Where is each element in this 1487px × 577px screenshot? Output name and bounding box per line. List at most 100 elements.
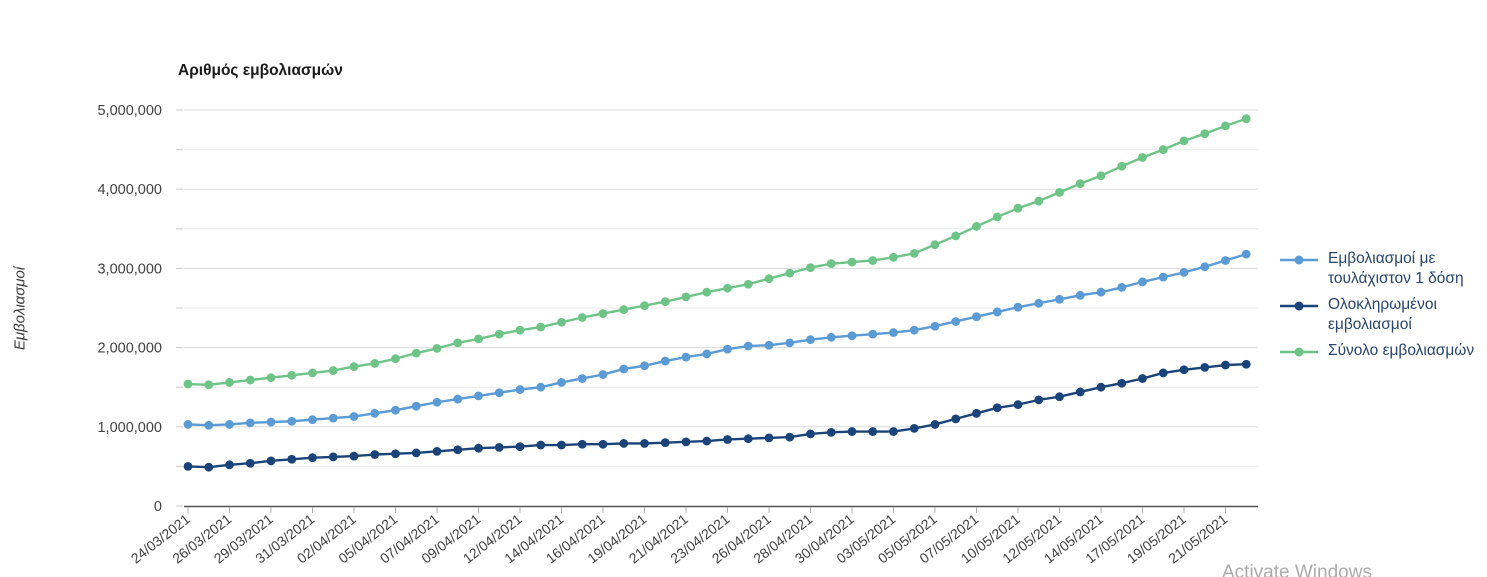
data-point-completed[interactable] bbox=[681, 437, 691, 447]
data-point-total[interactable] bbox=[806, 263, 815, 273]
data-point-at_least_one_dose[interactable] bbox=[640, 361, 649, 371]
data-point-at_least_one_dose[interactable] bbox=[743, 341, 753, 351]
data-point-at_least_one_dose[interactable] bbox=[1138, 277, 1147, 287]
data-point-total[interactable] bbox=[287, 370, 297, 380]
data-point-completed[interactable] bbox=[432, 446, 442, 456]
data-point-completed[interactable] bbox=[1241, 359, 1251, 369]
data-point-completed[interactable] bbox=[909, 423, 919, 433]
data-point-completed[interactable] bbox=[494, 442, 504, 452]
data-point-total[interactable] bbox=[909, 248, 919, 258]
data-point-completed[interactable] bbox=[536, 440, 546, 450]
data-point-completed[interactable] bbox=[598, 439, 608, 449]
data-point-total[interactable] bbox=[889, 252, 898, 262]
data-point-total[interactable] bbox=[598, 309, 608, 318]
data-point-completed[interactable] bbox=[287, 454, 297, 464]
data-point-completed[interactable] bbox=[619, 439, 629, 448]
data-point-at_least_one_dose[interactable] bbox=[1034, 298, 1044, 308]
data-point-completed[interactable] bbox=[557, 440, 566, 450]
data-point-total[interactable] bbox=[992, 212, 1002, 222]
data-point-total[interactable] bbox=[702, 287, 712, 297]
data-point-completed[interactable] bbox=[474, 443, 483, 453]
data-point-at_least_one_dose[interactable] bbox=[1055, 294, 1064, 304]
data-point-total[interactable] bbox=[1241, 114, 1251, 124]
data-point-at_least_one_dose[interactable] bbox=[972, 312, 981, 322]
data-point-completed[interactable] bbox=[1013, 400, 1023, 410]
data-point-total[interactable] bbox=[1200, 129, 1210, 139]
data-point-completed[interactable] bbox=[702, 436, 712, 446]
data-point-total[interactable] bbox=[1138, 153, 1147, 162]
data-point-at_least_one_dose[interactable] bbox=[557, 378, 566, 387]
data-point-at_least_one_dose[interactable] bbox=[1117, 283, 1127, 292]
data-point-total[interactable] bbox=[1158, 145, 1168, 155]
data-point-completed[interactable] bbox=[723, 435, 732, 444]
data-point-completed[interactable] bbox=[826, 427, 836, 437]
data-point-total[interactable] bbox=[411, 348, 421, 358]
data-point-total[interactable] bbox=[743, 279, 753, 289]
data-point-at_least_one_dose[interactable] bbox=[391, 405, 400, 415]
data-point-total[interactable] bbox=[1013, 203, 1023, 213]
data-point-completed[interactable] bbox=[183, 462, 193, 471]
data-point-completed[interactable] bbox=[1138, 374, 1147, 383]
data-point-total[interactable] bbox=[619, 305, 629, 314]
data-point-total[interactable] bbox=[930, 240, 940, 250]
data-point-at_least_one_dose[interactable] bbox=[868, 329, 878, 339]
data-point-total[interactable] bbox=[494, 329, 504, 339]
data-point-completed[interactable] bbox=[204, 462, 214, 472]
data-point-completed[interactable] bbox=[1179, 365, 1189, 375]
data-point-at_least_one_dose[interactable] bbox=[432, 397, 442, 407]
data-point-at_least_one_dose[interactable] bbox=[785, 338, 795, 348]
data-point-total[interactable] bbox=[536, 322, 546, 332]
data-point-total[interactable] bbox=[308, 368, 317, 378]
data-point-completed[interactable] bbox=[889, 427, 898, 436]
data-point-total[interactable] bbox=[1055, 187, 1064, 197]
data-point-at_least_one_dose[interactable] bbox=[1096, 287, 1106, 297]
data-point-total[interactable] bbox=[328, 366, 338, 375]
data-point-at_least_one_dose[interactable] bbox=[806, 335, 815, 345]
data-point-completed[interactable] bbox=[515, 442, 525, 451]
data-point-at_least_one_dose[interactable] bbox=[577, 374, 587, 383]
data-point-at_least_one_dose[interactable] bbox=[349, 412, 359, 421]
data-point-completed[interactable] bbox=[453, 445, 463, 455]
data-point-completed[interactable] bbox=[1221, 360, 1230, 370]
data-point-total[interactable] bbox=[1075, 179, 1085, 189]
data-point-total[interactable] bbox=[847, 257, 857, 267]
data-point-total[interactable] bbox=[764, 274, 774, 284]
data-point-at_least_one_dose[interactable] bbox=[889, 328, 898, 337]
data-point-at_least_one_dose[interactable] bbox=[660, 356, 670, 366]
data-point-completed[interactable] bbox=[640, 439, 649, 448]
data-point-at_least_one_dose[interactable] bbox=[702, 349, 712, 359]
legend-item-total[interactable]: Σύνολο εμβολιασμών bbox=[1280, 341, 1485, 363]
data-point-total[interactable] bbox=[1034, 196, 1044, 206]
data-point-total[interactable] bbox=[245, 375, 255, 385]
data-point-at_least_one_dose[interactable] bbox=[1075, 290, 1085, 300]
data-point-at_least_one_dose[interactable] bbox=[370, 408, 380, 418]
data-point-total[interactable] bbox=[660, 297, 670, 307]
data-point-at_least_one_dose[interactable] bbox=[1158, 272, 1168, 282]
data-point-completed[interactable] bbox=[328, 452, 338, 462]
data-point-completed[interactable] bbox=[1075, 387, 1085, 397]
data-point-completed[interactable] bbox=[743, 434, 753, 444]
data-point-at_least_one_dose[interactable] bbox=[515, 385, 525, 394]
data-point-at_least_one_dose[interactable] bbox=[266, 417, 276, 427]
data-point-completed[interactable] bbox=[764, 433, 774, 443]
data-point-total[interactable] bbox=[391, 354, 400, 364]
data-point-at_least_one_dose[interactable] bbox=[992, 307, 1002, 317]
data-point-total[interactable] bbox=[474, 334, 483, 344]
data-point-total[interactable] bbox=[266, 373, 276, 383]
data-point-completed[interactable] bbox=[1117, 378, 1127, 388]
data-point-total[interactable] bbox=[349, 362, 359, 372]
data-point-completed[interactable] bbox=[1055, 392, 1064, 402]
data-point-at_least_one_dose[interactable] bbox=[411, 401, 421, 411]
data-point-completed[interactable] bbox=[992, 403, 1002, 413]
data-point-total[interactable] bbox=[370, 359, 380, 368]
data-point-total[interactable] bbox=[577, 313, 587, 322]
data-point-completed[interactable] bbox=[1158, 368, 1168, 378]
data-point-at_least_one_dose[interactable] bbox=[764, 340, 774, 350]
data-point-completed[interactable] bbox=[1200, 363, 1210, 372]
data-point-completed[interactable] bbox=[308, 453, 317, 463]
data-point-total[interactable] bbox=[515, 325, 525, 335]
data-point-at_least_one_dose[interactable] bbox=[1221, 256, 1230, 265]
data-point-completed[interactable] bbox=[391, 449, 400, 459]
data-point-total[interactable] bbox=[557, 317, 566, 327]
data-point-completed[interactable] bbox=[785, 432, 795, 442]
